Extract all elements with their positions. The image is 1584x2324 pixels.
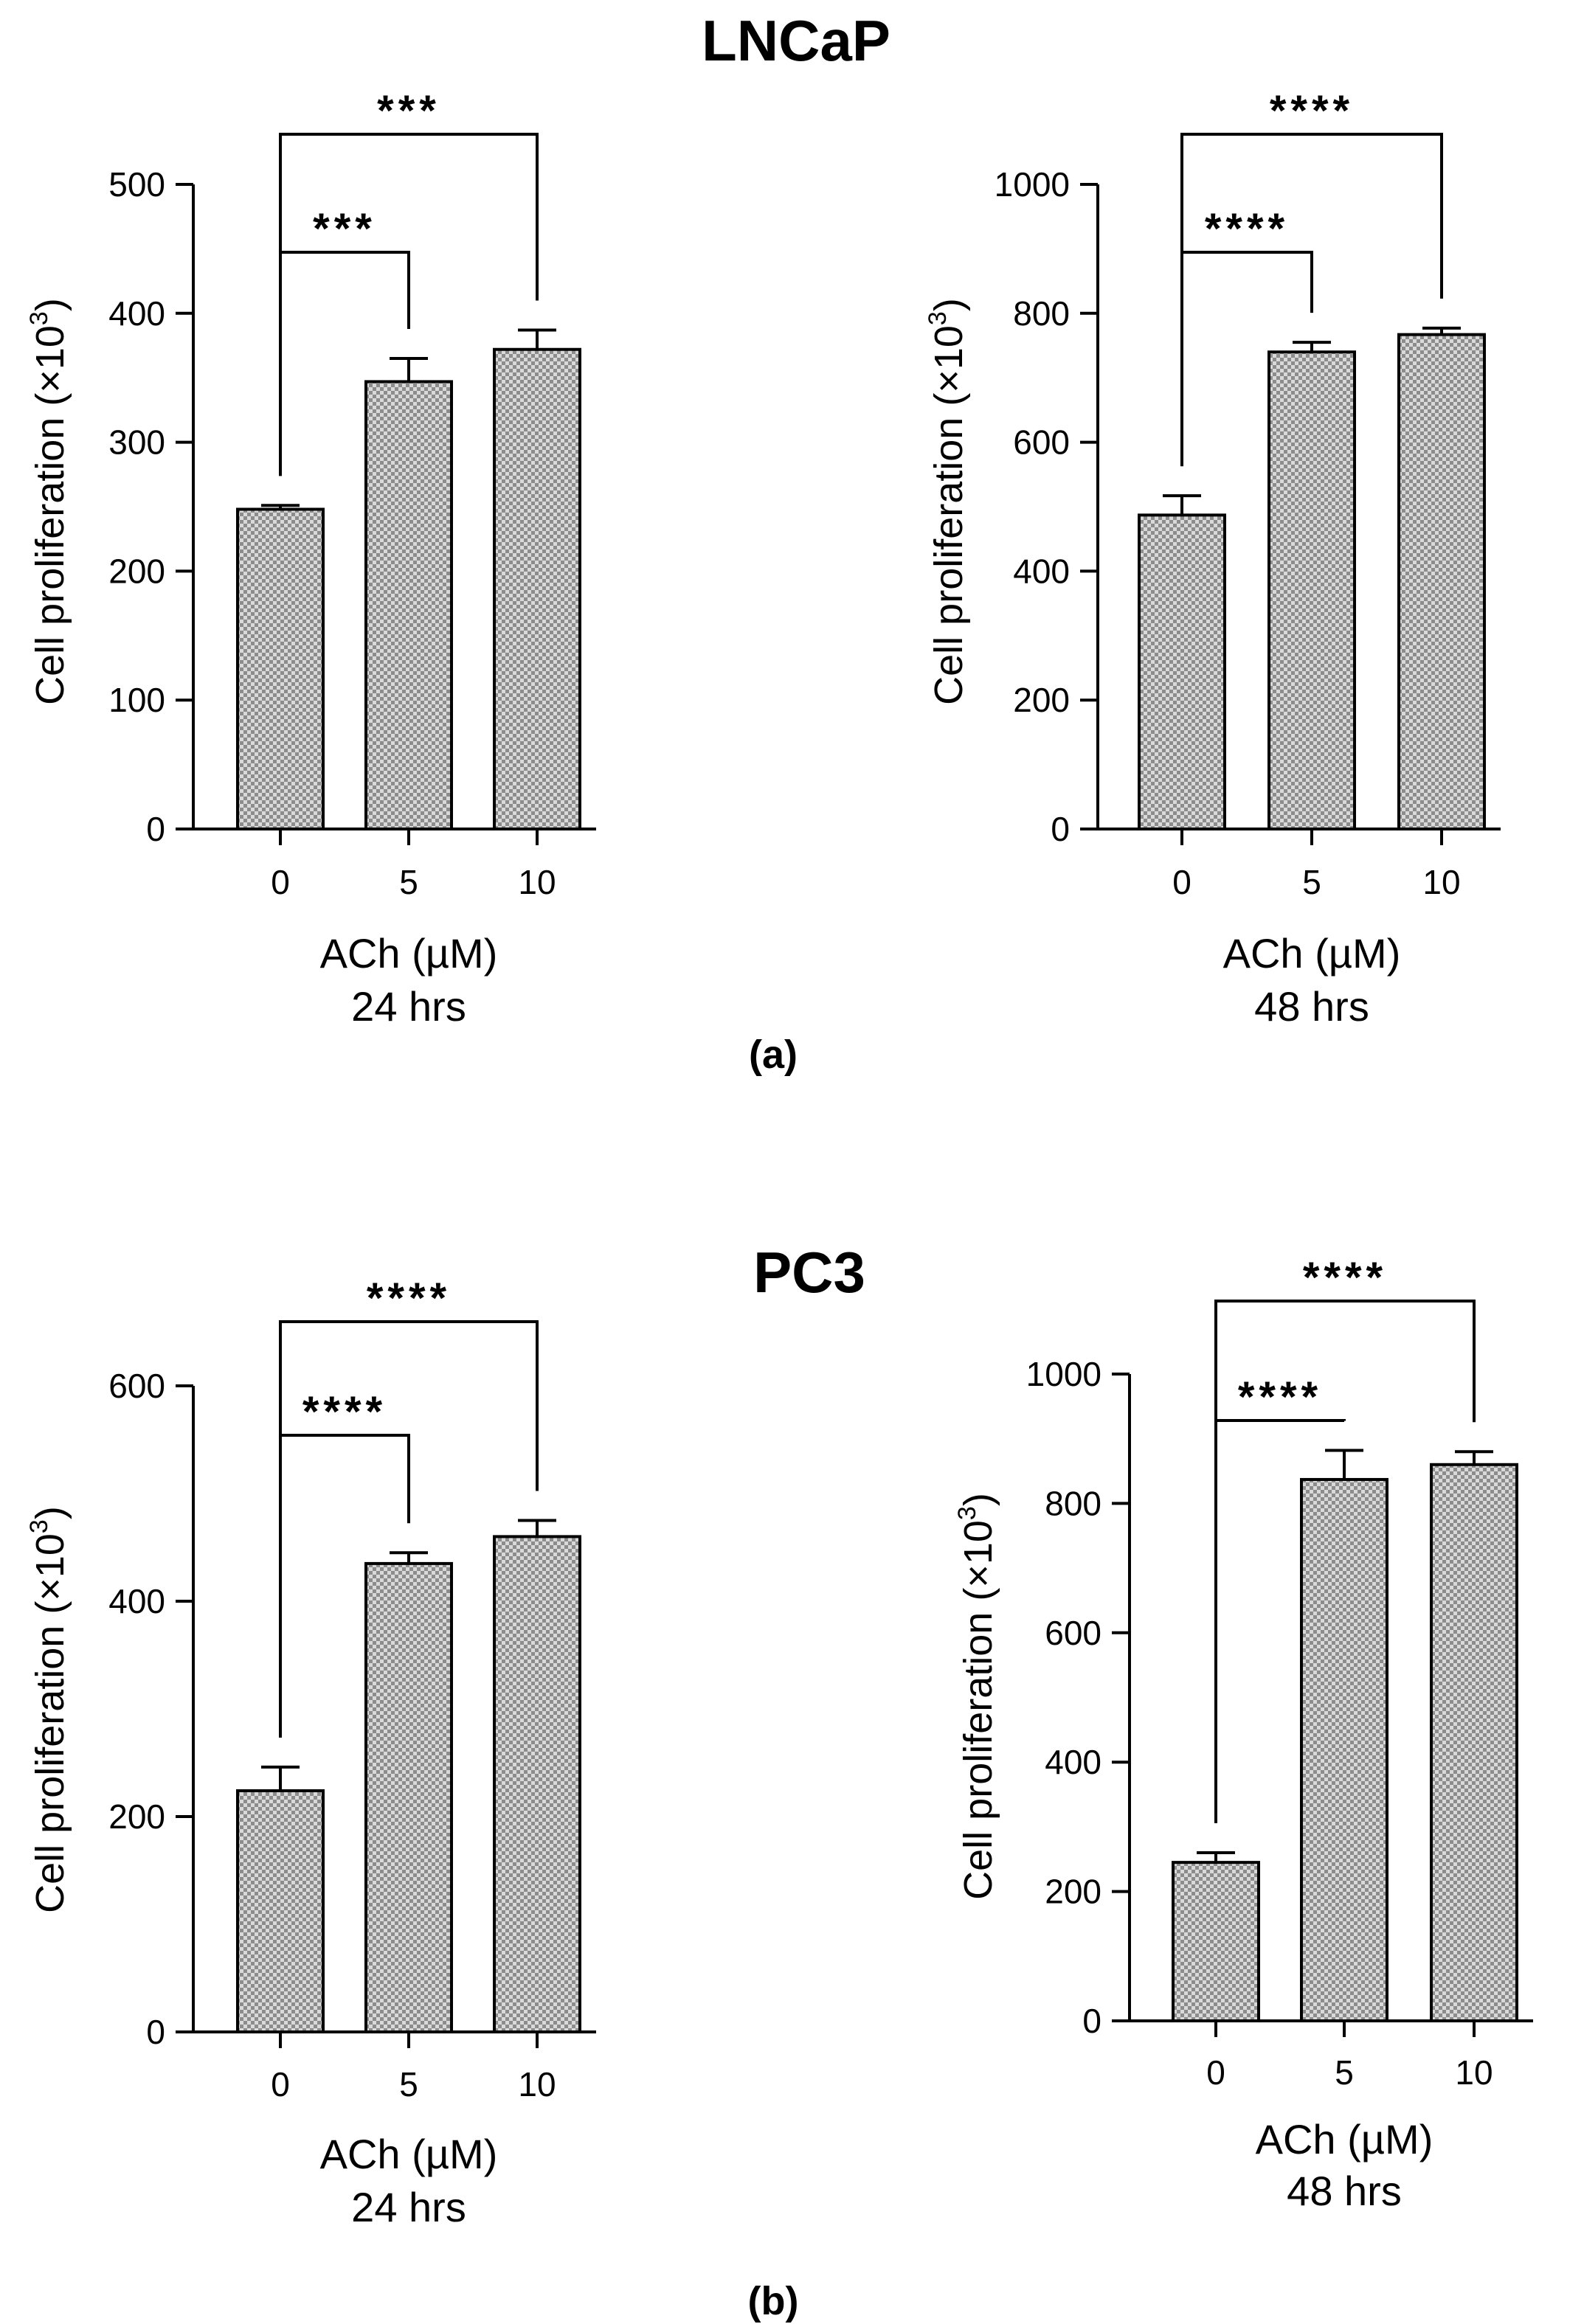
bar xyxy=(1267,350,1356,830)
y-tick-label: 400 xyxy=(1045,1743,1101,1781)
significance-stars: *** xyxy=(313,205,376,253)
title-lncap: LNCaP xyxy=(702,8,890,73)
y-axis-label: Cell proliferation (×103) xyxy=(25,1506,72,1913)
significance-stars: **** xyxy=(1238,1373,1322,1421)
x-tick-label: 5 xyxy=(399,863,418,901)
bar xyxy=(1430,1463,1518,2022)
bar xyxy=(1397,333,1486,830)
significance-stars: **** xyxy=(1303,1254,1387,1302)
chart-pc3-48h: 0 200 400 600 800 1000 0 5 10 **** **** Cell prolif… xyxy=(953,1254,1533,2214)
y-tick-label: 600 xyxy=(108,1367,165,1405)
x-tick-label: 0 xyxy=(271,2065,290,2103)
y-tick-label: 200 xyxy=(1013,681,1070,719)
x-tick-label: 0 xyxy=(1206,2053,1225,2092)
y-axis-label-superscript: 3 xyxy=(25,311,53,325)
y-axis-label-end: ) xyxy=(28,1506,72,1519)
y-axis-label-main: Cell proliferation (×10 xyxy=(28,1533,72,1913)
y-tick-label: 800 xyxy=(1013,294,1070,333)
bar xyxy=(236,1789,325,2033)
panel-label-a: (a) xyxy=(749,1033,798,1077)
y-tick-label: 1000 xyxy=(995,165,1070,204)
y-tick-label: 200 xyxy=(108,1797,165,1836)
bar xyxy=(1172,1861,1260,2023)
y-axis-label: Cell proliferation (×103) xyxy=(924,298,971,705)
x-tick-label: 0 xyxy=(271,863,290,901)
x-axis-sublabel: 48 hrs xyxy=(1287,2168,1402,2214)
y-axis-label-superscript: 3 xyxy=(924,311,952,325)
y-tick-label: 0 xyxy=(1051,810,1070,848)
y-axis-label-end: ) xyxy=(927,298,971,311)
y-axis-label-main: Cell proliferation (×10 xyxy=(927,325,971,705)
significance-stars: **** xyxy=(367,1274,451,1322)
y-axis-label-superscript: 3 xyxy=(953,1506,981,1520)
significance-bracket xyxy=(279,133,539,476)
significance-bracket xyxy=(1214,1300,1476,1823)
x-axis-sublabel: 48 hrs xyxy=(1254,983,1369,1030)
significance-bracket xyxy=(1180,133,1443,467)
significance-stars: **** xyxy=(1270,87,1354,135)
y-tick-label: 0 xyxy=(146,2013,165,2051)
x-tick-label: 10 xyxy=(1455,2053,1493,2092)
y-tick-label: 1000 xyxy=(1026,1355,1101,1393)
bar xyxy=(364,1561,453,2033)
y-axis-label-main: Cell proliferation (×10 xyxy=(28,325,72,705)
x-tick-label: 5 xyxy=(1335,2053,1354,2092)
y-tick-label: 600 xyxy=(1013,423,1070,462)
x-tick-label: 0 xyxy=(1172,863,1192,901)
panel-label-b: (b) xyxy=(748,2279,799,2323)
y-axis-label: Cell proliferation (×103) xyxy=(25,298,72,705)
y-axis-label-superscript: 3 xyxy=(25,1519,53,1533)
x-axis-label: ACh (µM) xyxy=(1256,2116,1433,2162)
bar xyxy=(364,380,453,830)
x-axis-label: ACh (µM) xyxy=(320,2131,498,2177)
bar xyxy=(1138,513,1226,830)
x-axis-sublabel: 24 hrs xyxy=(351,2184,466,2230)
y-tick-label: 100 xyxy=(108,681,165,719)
title-pc3: PC3 xyxy=(753,1240,865,1305)
y-axis-label-end: ) xyxy=(28,298,72,311)
y-tick-label: 300 xyxy=(108,423,165,462)
significance-bracket xyxy=(279,1320,539,1738)
chart-pc3-24h: 0 200 400 600 0 5 10 **** **** Cell proliferation… xyxy=(25,1274,596,2230)
y-axis-label: Cell proliferation (×103) xyxy=(953,1493,1000,1900)
chart-lncap-24h: 0 100 200 300 400 500 0 5 10 *** *** Cell prolifera… xyxy=(25,87,596,1030)
bar xyxy=(493,1535,581,2033)
x-tick-label: 10 xyxy=(518,2065,556,2103)
x-axis-sublabel: 24 hrs xyxy=(351,983,466,1030)
y-tick-label: 0 xyxy=(146,810,165,848)
y-tick-label: 400 xyxy=(108,1582,165,1620)
x-axis-label: ACh (µM) xyxy=(320,930,498,977)
significance-stars: *** xyxy=(377,87,440,135)
y-tick-label: 200 xyxy=(1045,1873,1101,1911)
y-axis-label-end: ) xyxy=(956,1493,1000,1506)
y-tick-label: 0 xyxy=(1082,2002,1101,2040)
x-axis-label: ACh (µM) xyxy=(1223,930,1401,977)
y-tick-label: 800 xyxy=(1045,1484,1101,1522)
x-tick-label: 5 xyxy=(1302,863,1321,901)
x-tick-label: 10 xyxy=(1422,863,1460,901)
x-tick-label: 5 xyxy=(399,2065,418,2103)
significance-stars: **** xyxy=(1205,205,1289,253)
y-tick-label: 600 xyxy=(1045,1614,1101,1652)
y-axis-label-main: Cell proliferation (×10 xyxy=(956,1520,1000,1900)
y-tick-label: 200 xyxy=(108,552,165,590)
y-tick-label: 500 xyxy=(108,165,165,204)
y-tick-label: 400 xyxy=(1013,552,1070,590)
significance-stars: **** xyxy=(302,1388,387,1436)
y-tick-label: 400 xyxy=(108,294,165,333)
bar xyxy=(493,347,581,830)
bar xyxy=(1300,1477,1388,2023)
bar xyxy=(236,507,325,830)
x-tick-label: 10 xyxy=(518,863,556,901)
chart-lncap-48h: 0 200 400 600 800 1000 0 5 10 **** **** Cell prolif… xyxy=(924,87,1501,1030)
